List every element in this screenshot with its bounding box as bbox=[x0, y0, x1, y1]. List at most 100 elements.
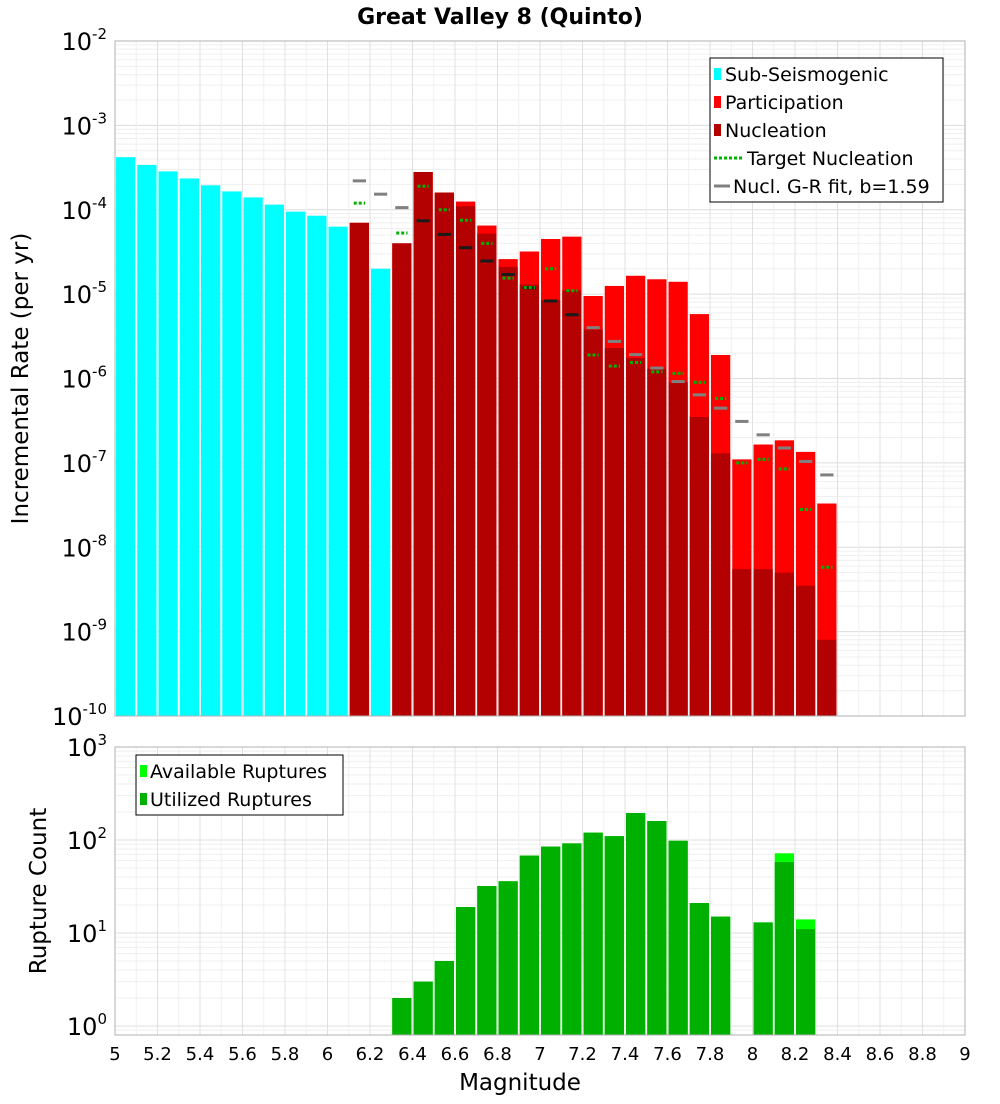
nucleation-bar bbox=[456, 206, 476, 716]
nucleation-bar bbox=[711, 453, 731, 716]
x-tick-label: 7 bbox=[534, 1044, 545, 1065]
y-tick-label: 10-6 bbox=[61, 363, 107, 394]
x-tick-label: 8.2 bbox=[781, 1044, 810, 1065]
utilized-ruptures-bar bbox=[392, 997, 412, 1035]
sub-seismogenic-bar bbox=[222, 191, 242, 717]
bottom-panel-marks bbox=[392, 813, 816, 1035]
available-ruptures-legend-swatch bbox=[140, 765, 147, 777]
y-tick-label: 10-2 bbox=[61, 25, 107, 56]
nucleation-bar bbox=[583, 329, 603, 716]
utilized-ruptures-bar bbox=[583, 832, 603, 1035]
sub-seismogenic-bar bbox=[264, 204, 284, 717]
participation-legend-swatch bbox=[714, 96, 721, 108]
x-tick-label: 7.2 bbox=[568, 1044, 597, 1065]
utilized-ruptures-legend-label: Utilized Ruptures bbox=[150, 789, 312, 811]
nucleation-bar bbox=[774, 572, 794, 716]
x-tick-label: 8.4 bbox=[823, 1044, 852, 1065]
y-tick-label: 10-10 bbox=[52, 700, 107, 731]
sub-seismogenic-bar bbox=[201, 185, 221, 717]
x-tick-label: 7.4 bbox=[611, 1044, 640, 1065]
y-tick-label: 10-4 bbox=[61, 194, 107, 225]
x-tick-label: 5.8 bbox=[271, 1044, 300, 1065]
top-y-ticks: 10-10 10-9 10-8 10-7 10-6 10-5 10-4 10-3 10-2 bbox=[52, 25, 107, 731]
available-ruptures-legend-label: Available Ruptures bbox=[150, 761, 327, 783]
nucleation-bar bbox=[647, 368, 667, 716]
sub-seismogenic-bar bbox=[137, 164, 157, 716]
nucleation-bar bbox=[732, 569, 752, 716]
bottom-y-ticks: 100 101 102 103 bbox=[67, 731, 107, 1041]
nucleation-bar bbox=[689, 416, 709, 716]
y-tick-label: 10-5 bbox=[61, 278, 107, 309]
y-tick-label: 10-9 bbox=[61, 616, 107, 647]
utilized-ruptures-bar bbox=[668, 840, 688, 1035]
legend-box bbox=[135, 754, 344, 816]
y-tick-label: 103 bbox=[67, 731, 107, 762]
utilized-ruptures-bar bbox=[604, 836, 624, 1035]
sub-seismogenic-legend-swatch bbox=[714, 68, 721, 80]
x-tick-label: 6.2 bbox=[356, 1044, 385, 1065]
nucleation-bar bbox=[796, 585, 816, 716]
x-tick-label: 8 bbox=[747, 1044, 758, 1065]
bottom-legend: Available Ruptures Utilized Ruptures bbox=[135, 754, 344, 816]
y-tick-label: 100 bbox=[67, 1010, 107, 1041]
sub-seismogenic-bar bbox=[307, 215, 327, 717]
x-tick-label: 6 bbox=[322, 1044, 333, 1065]
utilized-ruptures-bar bbox=[456, 907, 476, 1035]
utilized-ruptures-bar bbox=[519, 855, 539, 1035]
nucleation-bar bbox=[519, 284, 539, 716]
nucleation-bar bbox=[668, 382, 688, 716]
legend-box bbox=[709, 57, 944, 203]
sub-seismogenic-legend-label: Sub-Seismogenic bbox=[725, 64, 889, 86]
top-panel-marks bbox=[116, 157, 837, 717]
utilized-ruptures-bar bbox=[689, 903, 709, 1035]
utilized-ruptures-bar bbox=[711, 916, 731, 1035]
nucleation-bar bbox=[626, 357, 646, 716]
nucleation-bar bbox=[413, 172, 433, 716]
x-tick-label: 8.8 bbox=[908, 1044, 937, 1065]
utilized-ruptures-bar bbox=[647, 821, 667, 1035]
x-tick-label: 5.2 bbox=[143, 1044, 172, 1065]
x-tick-label: 5.4 bbox=[186, 1044, 215, 1065]
top-y-axis-label: Incremental Rate (per yr) bbox=[8, 233, 34, 525]
nucleation-bar bbox=[541, 300, 561, 716]
gr-fit-legend-label: Nucl. G-R fit, b=1.59 bbox=[733, 176, 930, 198]
participation-legend-label: Participation bbox=[725, 92, 844, 114]
nucleation-bar bbox=[349, 222, 369, 716]
chart-title: Great Valley 8 (Quinto) bbox=[357, 5, 643, 30]
x-tick-label: 8.6 bbox=[866, 1044, 895, 1065]
nucleation-bar bbox=[817, 639, 837, 716]
x-ticks: 5 5.2 5.4 5.6 5.8 6 6.2 6.4 6.6 6.8 7 7.2 7.4 7.6 7.8 8… bbox=[109, 1044, 970, 1065]
x-tick-label: 6.8 bbox=[483, 1044, 512, 1065]
x-tick-label: 7.6 bbox=[653, 1044, 682, 1065]
y-tick-label: 10-8 bbox=[61, 531, 107, 562]
x-tick-label: 9 bbox=[959, 1044, 970, 1065]
x-tick-label: 6.6 bbox=[441, 1044, 470, 1065]
utilized-ruptures-bar bbox=[774, 861, 794, 1035]
bottom-plot-frame bbox=[114, 746, 966, 1036]
utilized-ruptures-bar bbox=[413, 981, 433, 1035]
y-tick-label: 10-7 bbox=[61, 447, 107, 478]
y-tick-label: 10-3 bbox=[61, 109, 107, 140]
utilized-ruptures-bar bbox=[498, 881, 518, 1035]
utilized-ruptures-legend-swatch bbox=[140, 793, 147, 805]
sub-seismogenic-bar bbox=[158, 171, 178, 717]
sub-seismogenic-bar bbox=[179, 178, 199, 716]
x-axis-label: Magnitude bbox=[459, 1070, 581, 1096]
utilized-ruptures-bar bbox=[434, 960, 454, 1035]
nucleation-bar bbox=[498, 266, 518, 716]
nucleation-bar bbox=[392, 243, 412, 717]
utilized-ruptures-bar bbox=[477, 886, 497, 1035]
nucleation-bar bbox=[434, 192, 454, 717]
nucleation-legend-label: Nucleation bbox=[725, 120, 827, 142]
utilized-ruptures-bar bbox=[562, 843, 582, 1035]
top-plot-frame bbox=[114, 40, 966, 717]
sub-seismogenic-bar bbox=[371, 268, 391, 716]
sub-seismogenic-bar bbox=[116, 157, 136, 717]
y-tick-label: 101 bbox=[67, 917, 107, 948]
utilized-ruptures-bar bbox=[796, 929, 816, 1035]
sub-seismogenic-bar bbox=[328, 226, 348, 716]
bottom-y-axis-label: Rupture Count bbox=[26, 808, 52, 974]
top-legend: Sub-Seismogenic Participation Nucleation Ta… bbox=[709, 57, 944, 203]
nucleation-bar bbox=[753, 569, 773, 716]
